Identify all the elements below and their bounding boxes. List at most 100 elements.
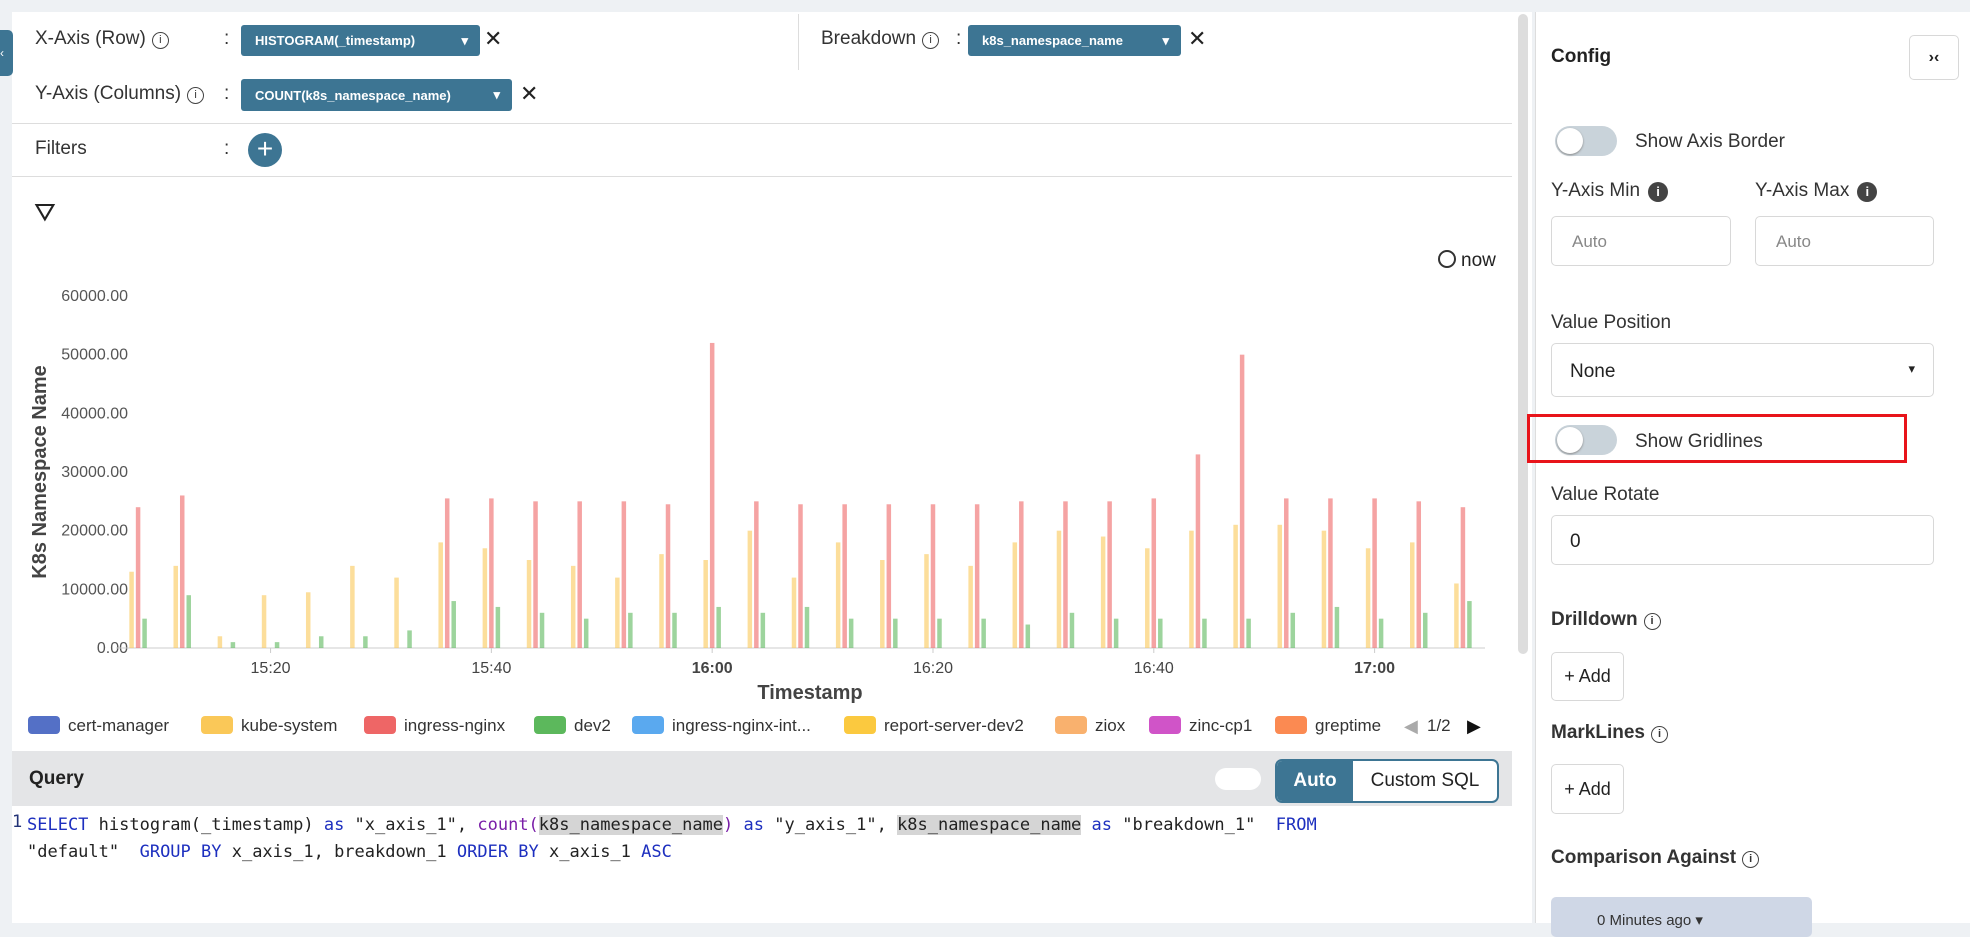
bar — [495, 606, 501, 648]
field: HISTOGRAM(_timestamp) — [255, 33, 416, 48]
bar — [709, 342, 715, 648]
bar — [1239, 354, 1245, 648]
breakdown-chip[interactable]: k8s_namespace_name ▾ — [968, 25, 1181, 56]
bar — [444, 498, 450, 648]
y-tick-label: 40000.00 — [61, 405, 128, 422]
bar — [703, 560, 708, 648]
x-tick-label: 15:40 — [471, 660, 511, 677]
bar — [835, 542, 841, 648]
add-filter[interactable]: + — [248, 133, 282, 167]
legend-label: greptime — [1315, 716, 1381, 735]
field: COUNT(k8s_namespace_name) — [255, 87, 451, 103]
collapse-tab[interactable]: ‹ — [0, 30, 13, 76]
x-tick-label: 16:20 — [913, 660, 953, 677]
filter-icon[interactable]: ⛛ — [34, 197, 56, 227]
axis-border-toggle[interactable] — [1555, 126, 1617, 156]
bar — [1063, 501, 1068, 648]
legend-prev[interactable]: ◀ — [1404, 716, 1418, 736]
custom-sql-button[interactable]: Custom SQL — [1370, 770, 1480, 791]
legend-next[interactable]: ▶ — [1467, 716, 1481, 736]
remove-button[interactable]: ✕ — [1188, 26, 1207, 51]
breakdown-label: Breakdown i — [821, 28, 940, 50]
bar — [1233, 524, 1238, 648]
bar — [1423, 612, 1428, 648]
bar — [577, 501, 582, 648]
bar — [482, 548, 488, 648]
bar — [791, 577, 797, 648]
bar — [924, 554, 929, 648]
value-position-label: Value Position — [1551, 312, 1672, 333]
marklines-label: MarkLines i — [1551, 722, 1668, 744]
legend-swatch — [1149, 716, 1181, 734]
x-tick-label: 15:20 — [251, 660, 291, 677]
bar — [407, 630, 412, 648]
bar — [1378, 618, 1384, 648]
bar — [1410, 542, 1415, 648]
y-tick-label: 10000.00 — [61, 581, 128, 598]
comparison-label: Comparison Against i — [1551, 847, 1760, 869]
collapse-config[interactable]: ›‹ — [1909, 35, 1959, 80]
bar — [974, 504, 980, 648]
x-axis-chip[interactable]: HISTOGRAM(_timestamp) ▾ — [241, 25, 480, 56]
legend-swatch — [1275, 716, 1307, 734]
bar — [318, 636, 324, 648]
remove-button[interactable]: ✕ — [520, 81, 539, 106]
refresh-time: now — [1438, 250, 1496, 272]
bar — [451, 601, 456, 648]
sql-token: k8s_namespace_name — [538, 815, 724, 835]
y-max-input[interactable]: Auto — [1755, 216, 1934, 266]
sql-token: ) — [723, 815, 744, 835]
divider — [12, 123, 1512, 124]
scrollbar[interactable] — [1518, 14, 1528, 654]
legend-swatch — [201, 716, 233, 734]
value-rotate-input[interactable]: 0 — [1551, 515, 1934, 565]
add-button[interactable]: + Add — [1551, 652, 1624, 701]
toggle[interactable] — [1215, 768, 1261, 790]
bar — [747, 530, 753, 648]
legend-swatch — [1055, 716, 1087, 734]
bar — [1365, 548, 1371, 648]
auto-button[interactable]: Auto — [1277, 761, 1353, 801]
remove-button[interactable]: ✕ — [484, 26, 503, 51]
bar — [1189, 530, 1194, 648]
sql-line: "default" GROUP BY x_axis_1, breakdown_1… — [27, 839, 1317, 866]
sql-token: as — [743, 815, 775, 835]
bar — [583, 618, 589, 648]
bar — [1151, 498, 1157, 648]
bar — [1328, 498, 1333, 648]
bar — [615, 577, 620, 648]
legend-label: ingress-nginx-int... — [672, 716, 811, 735]
comparison-select[interactable]: 0 Minutes ago ▾ — [1551, 897, 1812, 937]
bar — [1113, 618, 1119, 648]
legend-label: zinc-cp1 — [1189, 716, 1252, 735]
sql-editor[interactable]: SELECT histogram(_timestamp) as "x_axis_… — [27, 812, 1317, 866]
bar — [665, 504, 671, 648]
bar — [880, 560, 885, 648]
sql-token: FROM — [1275, 815, 1317, 835]
y-axis-chip[interactable]: COUNT(k8s_namespace_name) ▾ — [241, 79, 512, 111]
bar — [186, 595, 191, 648]
separator: : — [956, 28, 962, 49]
bar — [1277, 524, 1283, 648]
value-position-select[interactable]: None ▾ — [1551, 343, 1934, 397]
bar — [968, 565, 973, 648]
divider — [12, 176, 1512, 177]
bar — [274, 642, 280, 648]
sql-token: "breakdown_1" — [1122, 815, 1276, 835]
bar — [261, 595, 267, 648]
add-button[interactable]: + Add — [1551, 764, 1624, 814]
sql-token: ASC — [641, 842, 672, 862]
sql-token: as — [1081, 815, 1123, 835]
legend-swatch — [534, 716, 566, 734]
gridlines-toggle[interactable] — [1555, 425, 1617, 455]
y-min-label: Y-Axis Min i — [1551, 180, 1669, 202]
bar — [350, 565, 355, 648]
config-title: Config — [1551, 46, 1612, 67]
legend: cert-manager kube-system ingress-nginx dev2… — [28, 716, 1381, 735]
bar — [1454, 583, 1459, 648]
mode-toggle: Auto Custom SQL — [1275, 759, 1499, 803]
legend-label: ingress-nginx — [404, 716, 506, 735]
legend-swatch — [844, 716, 876, 734]
y-min-input[interactable]: Auto — [1551, 216, 1731, 266]
